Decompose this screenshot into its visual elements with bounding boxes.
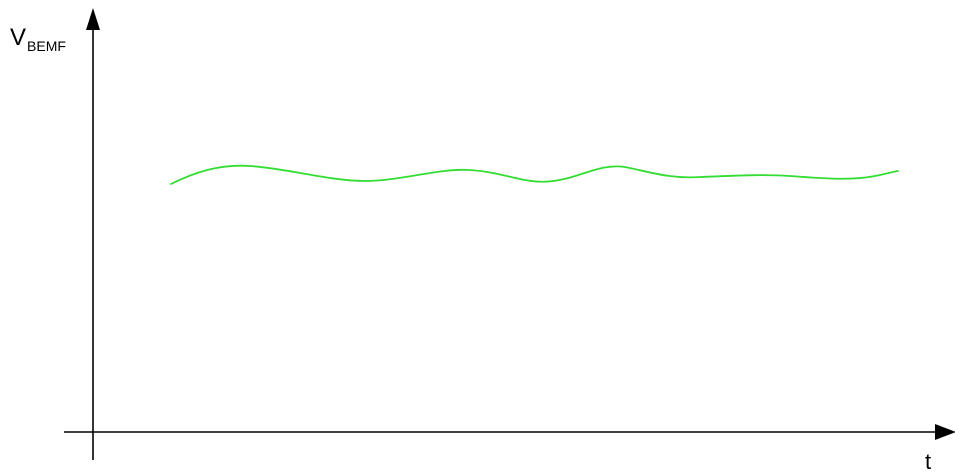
y-axis-label-main: V [10,24,27,51]
y-axis-arrowhead [86,8,100,30]
bemf-signal-trace [170,164,899,185]
x-axis-label: t [925,449,932,474]
y-axis-label: VBEMF [10,24,66,54]
y-axis-label-subscript: BEMF [27,38,66,54]
x-axis-arrowhead [935,424,955,440]
